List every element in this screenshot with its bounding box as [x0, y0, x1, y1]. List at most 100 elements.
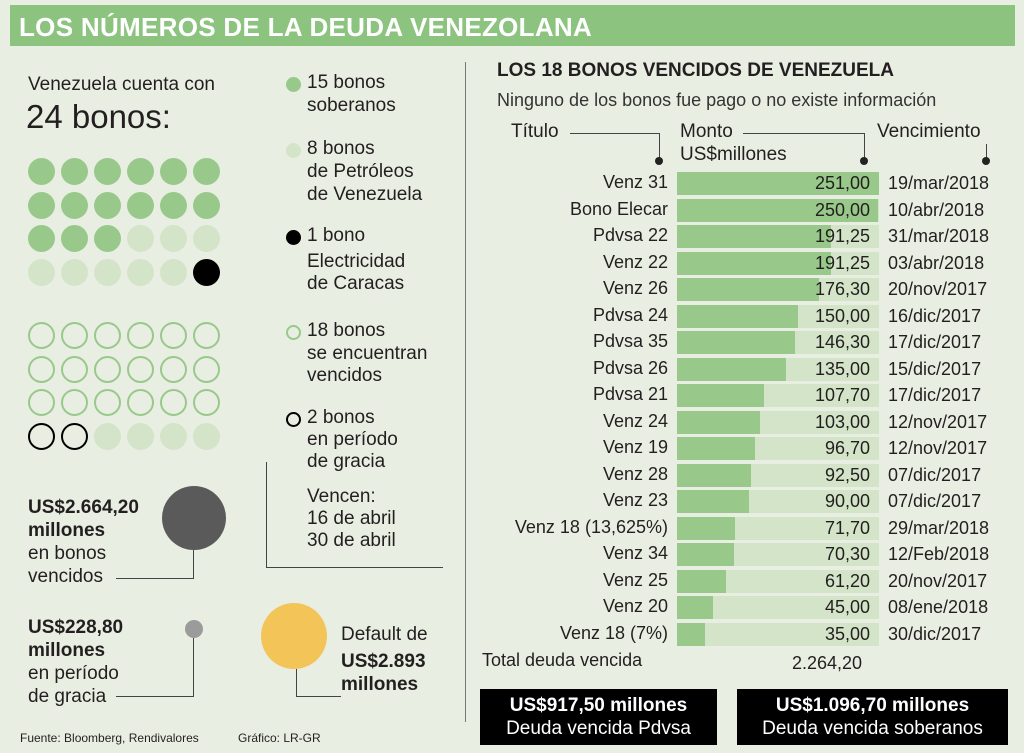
bar-value-label: 35,00	[824, 623, 870, 644]
bar-due-date: 15/dic/2017	[888, 358, 982, 379]
bar-due-date: 08/ene/2018	[888, 597, 989, 617]
source-note: Fuente: Bloomberg, Rendivalores	[20, 731, 199, 745]
vencen-date-2: 30 de abril	[307, 530, 396, 551]
bar-value-label: 107,70	[814, 385, 870, 405]
bar-due-date: 20/nov/2017	[888, 570, 988, 591]
bar-due-date: 07/dic/2017	[888, 491, 982, 511]
intro-line-2: 24 bonos:	[26, 98, 171, 135]
bar-category-label: Venz 23	[602, 490, 668, 510]
bar	[677, 437, 755, 460]
title-header-dot	[655, 157, 663, 165]
bond-status-dot	[61, 422, 88, 450]
bar-category-label: Venz 18 (13,625%)	[514, 516, 668, 537]
bond-dot	[28, 158, 55, 185]
legend-pdvsa-dot	[286, 143, 301, 158]
bar-due-date: 12/nov/2017	[888, 411, 988, 432]
gracia-line4: de gracia	[28, 686, 107, 707]
bar	[677, 251, 831, 275]
bar-value-label: 45,00	[824, 597, 870, 617]
bar-background	[677, 596, 879, 619]
legend-vencidos-l2: se encuentran	[307, 343, 428, 364]
title-header-rule	[570, 133, 659, 134]
bond-status-dot	[28, 322, 55, 349]
bar-category-label: Pdvsa 21	[592, 384, 668, 404]
legend-gracia-dot	[286, 412, 301, 427]
due-header-stem	[986, 144, 987, 159]
bond-dot	[193, 191, 220, 219]
bar-value-label: 146,30	[814, 332, 870, 352]
bar-due-date: 17/dic/2017	[888, 332, 982, 352]
bond-dot	[94, 158, 121, 185]
gracia-connector-v	[193, 638, 194, 697]
gracia-amount: US$228,80	[28, 617, 124, 638]
bond-dot	[160, 258, 187, 286]
bond-dot	[193, 258, 220, 286]
bar-value-label: 70,30	[824, 544, 870, 564]
default-line2: US$2.893	[341, 651, 426, 672]
legend-pdvsa-l3: de Venezuela	[307, 184, 423, 205]
default-line3: millones	[341, 674, 419, 695]
default-connector-v	[296, 669, 297, 697]
bar-due-date: 16/dic/2017	[888, 305, 982, 326]
bond-status-dot	[28, 389, 55, 416]
bond-status-dot	[193, 355, 220, 383]
bar	[677, 410, 760, 434]
default-circle	[261, 603, 327, 669]
bar-value-label: 191,25	[814, 226, 870, 246]
chart-subtitle: Ninguno de los bonos fue pago o no exist…	[497, 90, 937, 110]
bar-due-date: 20/nov/2017	[888, 279, 988, 299]
bond-status-dot	[127, 322, 154, 349]
bar-category-label: Venz 31	[602, 172, 668, 192]
bar-due-date: 19/mar/2018	[888, 173, 990, 193]
legend-vencidos-dot	[286, 325, 301, 340]
bar-category-label: Venz 22	[602, 251, 668, 272]
bar	[677, 490, 750, 513]
bond-status-dot	[61, 355, 88, 383]
page-title: LOS NÚMEROS DE LA DEUDA VENEZOLANA	[19, 12, 593, 42]
bond-status-dot	[94, 355, 121, 383]
legend-soberanos-dot	[286, 77, 301, 92]
total-label: Total deuda vencida	[482, 650, 643, 670]
amount-header-rule	[743, 133, 864, 134]
bar-category-label: Venz 18 (7%)	[559, 622, 668, 643]
bar	[677, 596, 714, 619]
bond-status-dot	[160, 355, 187, 383]
bond-dot	[94, 258, 121, 286]
bar-value-label: 176,30	[814, 279, 870, 299]
legend-elecar-dot	[286, 230, 301, 245]
legend-gracia-l3: de gracia	[307, 451, 386, 472]
bond-dot	[61, 158, 88, 185]
legend-gracia-l2: en período	[307, 429, 398, 450]
bar-value-label: 90,00	[824, 491, 870, 511]
bond-dot	[160, 191, 187, 219]
bond-dot	[127, 225, 154, 252]
bar-category-label: Venz 19	[602, 437, 668, 457]
bar-value-label: 71,70	[824, 517, 870, 538]
column-header-due: Vencimiento	[877, 121, 981, 142]
default-line1: Default de	[341, 624, 428, 645]
bar-due-date: 07/dic/2017	[888, 464, 982, 485]
bar-category-label: Pdvsa 26	[592, 357, 668, 378]
column-divider	[465, 62, 466, 722]
bond-status-dot	[127, 422, 154, 450]
bar-category-label: Venz 20	[602, 596, 668, 616]
bar-category-label: Venz 25	[602, 569, 668, 590]
vencidos-line2: millones	[28, 520, 106, 541]
bar	[677, 172, 879, 195]
vencen-bracket-base	[266, 567, 443, 568]
vencen-label: Vencen:	[307, 486, 376, 507]
bond-status-dot	[61, 322, 88, 349]
bond-status-dot	[94, 389, 121, 416]
bar-due-date: 03/abr/2018	[888, 252, 985, 273]
column-header-amount-2: US$millones	[680, 144, 787, 165]
bar-due-date: 10/abr/2018	[888, 199, 985, 220]
title-bar: LOS NÚMEROS DE LA DEUDA VENEZOLANA	[10, 5, 1015, 46]
bond-dot	[193, 158, 220, 185]
legend-gracia-l1: 2 bonos	[307, 407, 375, 428]
default-connector-h	[296, 696, 341, 697]
bar-value-label: 135,00	[814, 358, 870, 379]
legend-elecar-l1: 1 bono	[307, 225, 366, 246]
soberanos-total-amount: US$1.096,70 millones	[775, 695, 970, 716]
title-header-stem	[659, 133, 660, 159]
legend-pdvsa-l2: de Petróleos	[307, 161, 414, 182]
